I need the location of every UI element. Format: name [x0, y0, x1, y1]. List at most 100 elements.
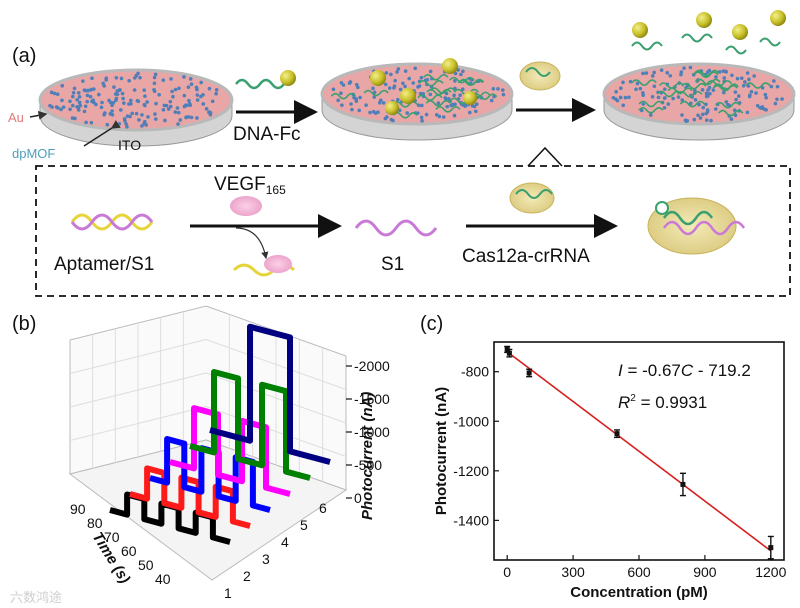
mof-dot — [403, 69, 408, 73]
mof-dot — [89, 120, 94, 125]
mof-dot — [748, 93, 752, 97]
mof-dot — [349, 102, 353, 106]
mof-dot — [207, 86, 212, 91]
mof-dot — [161, 108, 166, 112]
mof-dot — [77, 95, 82, 99]
mof-dot — [733, 90, 738, 94]
release-arrow — [235, 227, 269, 260]
mof-dot — [173, 110, 178, 114]
dna-strand — [457, 79, 484, 87]
mof-dot — [384, 71, 389, 75]
mof-dot — [85, 93, 90, 98]
mof-dot — [153, 72, 158, 77]
mof-dot — [417, 84, 422, 88]
mof-dot — [173, 87, 178, 92]
dna-strand — [435, 106, 461, 113]
mof-dot — [71, 94, 75, 99]
mof-dot — [121, 96, 125, 101]
mof-dot — [452, 113, 457, 118]
mof-dot — [140, 113, 144, 117]
mof-dot — [210, 99, 215, 104]
dna-strand — [679, 100, 706, 108]
panel-b-z-axis-title: Photocurrent (nA) — [359, 392, 376, 520]
mof-dot — [89, 88, 93, 92]
mof-dot — [114, 75, 119, 80]
electrode-dna-fc — [320, 58, 514, 141]
mof-dot — [55, 92, 60, 96]
mof-dot — [662, 96, 667, 100]
time-tick-label: 70 — [104, 529, 120, 545]
mof-dot — [671, 96, 675, 101]
mof-dot — [635, 81, 640, 86]
mof-dot — [769, 84, 774, 89]
dna-strand — [715, 101, 741, 109]
electrode-cleaved — [602, 62, 796, 141]
sample-tick-label: 3 — [262, 551, 270, 567]
mof-dot — [392, 84, 397, 88]
r-squared-label: R2 = 0.9931 — [618, 393, 707, 412]
data-point — [506, 350, 512, 356]
mof-dot — [682, 66, 686, 70]
mof-dot — [207, 110, 212, 114]
mof-dot — [452, 93, 456, 98]
dna-strand — [418, 80, 444, 87]
mof-dot — [377, 101, 382, 105]
mof-dot — [747, 77, 751, 82]
mof-dot — [763, 92, 768, 97]
mof-dot — [436, 101, 441, 105]
mof-dot — [177, 86, 181, 91]
data-point — [680, 481, 686, 487]
sample-tick-label: 4 — [281, 534, 289, 550]
mof-dot — [706, 88, 710, 92]
mof-dot — [187, 98, 191, 103]
fit-line — [506, 351, 772, 552]
z-tick-label: 0 — [354, 490, 362, 506]
dna-strand — [631, 79, 657, 86]
mof-dot — [176, 122, 180, 126]
mof-dot — [434, 113, 439, 117]
mof-dot — [110, 109, 114, 113]
mof-dot — [445, 104, 450, 109]
dna-strand — [423, 73, 449, 81]
mof-dot — [627, 95, 631, 100]
mof-dot — [175, 106, 180, 110]
mof-dot — [713, 107, 718, 111]
mof-dot — [754, 91, 758, 95]
mof-dot — [383, 82, 388, 87]
mof-dot — [102, 84, 106, 88]
sample-tick-label: 2 — [243, 568, 251, 584]
mof-dot — [119, 108, 123, 112]
mof-dot — [88, 94, 93, 99]
mof-dot — [775, 97, 779, 102]
mof-dot — [391, 118, 395, 123]
cas12a-label: Cas12a-crRNA — [462, 246, 590, 267]
mof-dot — [183, 103, 188, 107]
dna-fc-label: DNA-Fc — [233, 124, 301, 145]
dna-strand — [718, 109, 744, 117]
sample-tick-label: 5 — [300, 517, 308, 533]
grid-line — [205, 406, 347, 457]
mof-dot — [59, 107, 63, 112]
vegf-protein-icon — [230, 196, 262, 216]
mof-dot — [168, 104, 173, 109]
mof-dot — [474, 102, 479, 106]
mof-dot — [644, 71, 649, 75]
mof-dot — [107, 98, 111, 103]
dna-strand — [638, 106, 664, 114]
time-tick-label: 80 — [87, 515, 103, 531]
mof-dot — [381, 101, 386, 105]
mof-dot — [146, 115, 150, 119]
mof-dot — [618, 95, 623, 100]
mof-dot — [90, 99, 94, 104]
mof-dot — [153, 112, 157, 116]
mof-dot — [152, 87, 156, 92]
mof-dot — [760, 85, 765, 90]
mof-dot — [459, 72, 463, 77]
mof-dot — [736, 94, 741, 98]
mof-dot — [745, 110, 750, 115]
mof-dot — [122, 101, 126, 105]
mof-dot — [153, 117, 158, 121]
mof-dot — [461, 69, 465, 74]
electrode-bare — [38, 68, 234, 147]
